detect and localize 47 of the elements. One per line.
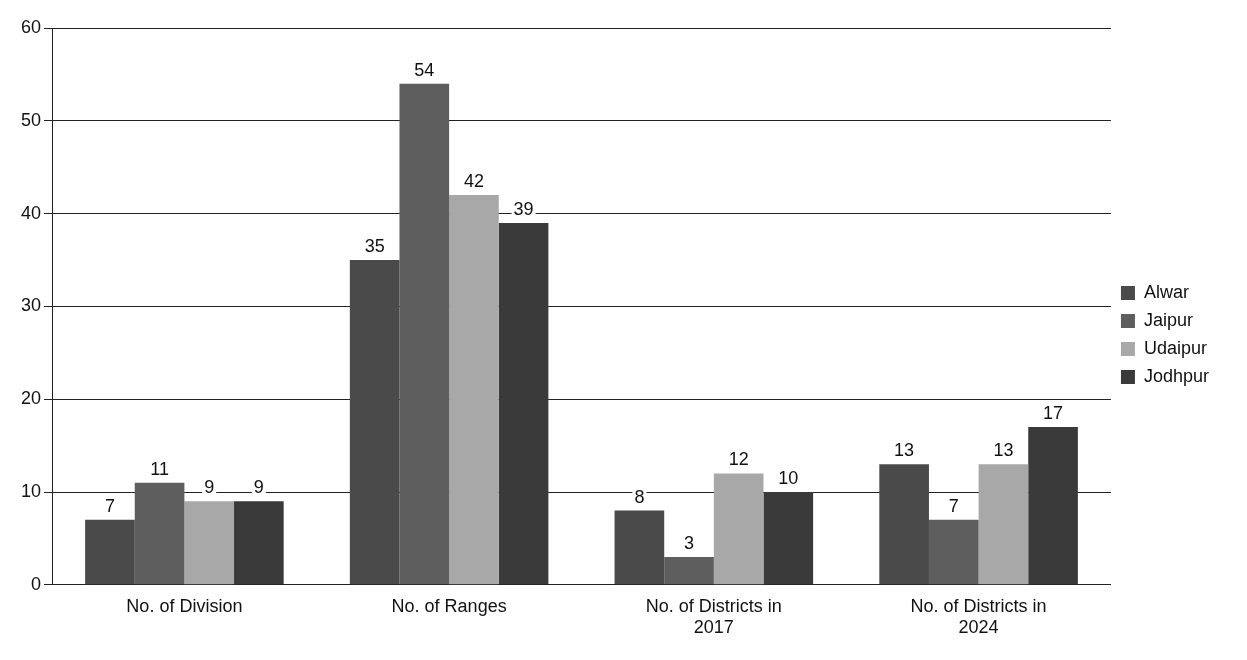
y-tick-label: 50 [20, 109, 42, 130]
data-label: 17 [1043, 403, 1064, 424]
bar [879, 464, 929, 585]
bar [1028, 427, 1078, 585]
x-tick-label: No. of Division [126, 595, 243, 616]
data-label: 12 [728, 449, 749, 470]
bar [399, 83, 450, 585]
y-tick-label: 20 [20, 388, 42, 409]
bar [498, 222, 549, 585]
x-tick-label: No. of Districts in 2017 [645, 595, 782, 638]
legend-label: Jaipur [1143, 309, 1193, 330]
bar [763, 492, 814, 585]
data-label: 3 [684, 532, 695, 553]
data-label: 35 [364, 235, 385, 256]
y-tick-label: 30 [20, 295, 42, 316]
bar [234, 501, 284, 585]
bar [134, 482, 185, 585]
data-label: 39 [513, 198, 534, 219]
data-label: 13 [894, 440, 915, 461]
data-label: 9 [204, 477, 215, 498]
y-tick-label: 0 [31, 573, 42, 594]
data-label: 7 [948, 495, 959, 516]
bar [85, 519, 135, 585]
bar [664, 556, 714, 585]
data-label: 9 [253, 477, 264, 498]
bar [184, 501, 235, 585]
y-tick-label: 40 [20, 202, 42, 223]
data-label: 7 [104, 495, 115, 516]
y-tick-label: 60 [20, 16, 42, 37]
legend-label: Udaipur [1143, 337, 1207, 358]
bar [713, 473, 764, 585]
bar [349, 260, 400, 585]
data-label: 8 [634, 486, 645, 507]
x-tick-label: No. of Ranges [391, 595, 507, 616]
bar [449, 195, 499, 585]
bar [928, 519, 979, 585]
bar [614, 510, 665, 585]
legend-label: Jodhpur [1143, 365, 1210, 386]
data-label: 42 [463, 171, 484, 192]
x-tick-label: No. of Districts in 2024 [910, 595, 1047, 638]
data-label: 11 [150, 458, 169, 479]
y-tick-label: 10 [20, 480, 42, 501]
data-label: 54 [414, 59, 435, 80]
legend-label: Alwar [1143, 281, 1189, 302]
data-label: 10 [778, 467, 799, 488]
data-label: 13 [993, 440, 1014, 461]
bar [978, 464, 1029, 585]
